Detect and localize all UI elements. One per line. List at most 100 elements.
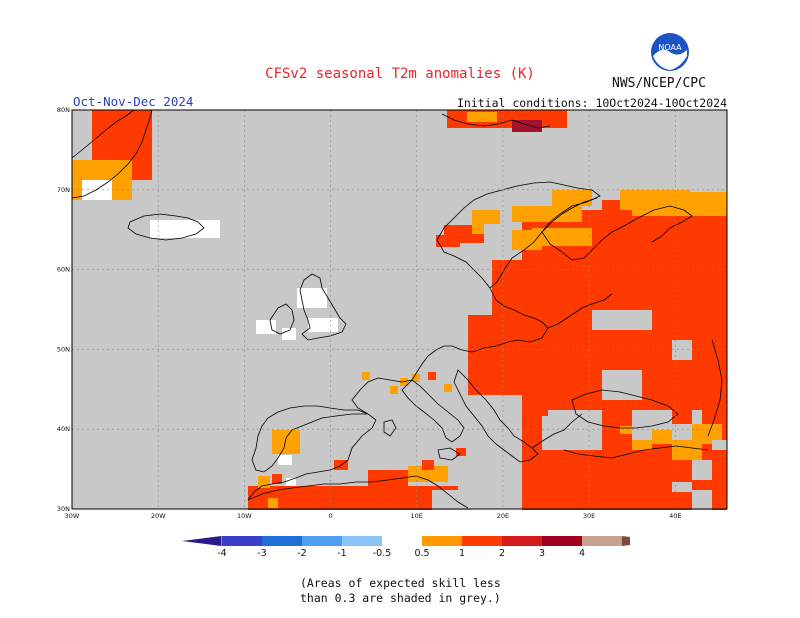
anomaly-cell <box>362 372 370 380</box>
skill-note-line1: (Areas of expected skill less <box>300 576 501 590</box>
colorbar-label: 2 <box>499 548 505 559</box>
colorbar-segment <box>342 536 382 546</box>
colorbar-label: -0.5 <box>373 548 392 559</box>
lat-label: 70N <box>57 186 70 194</box>
colorbar-label: -4 <box>217 548 226 559</box>
lon-label: 10E <box>411 512 423 520</box>
colorbar-labels: -4 -3 -2 -1 -0.5 0.5 1 2 3 4 <box>217 548 585 559</box>
colorbar-segment <box>302 536 342 546</box>
anomaly-cells <box>72 110 727 510</box>
anomaly-cell <box>492 300 532 320</box>
anomaly-cell <box>620 426 632 434</box>
colorbar-segment <box>462 536 502 546</box>
anomaly-cell <box>390 386 398 394</box>
anomaly-cell <box>444 384 452 392</box>
anomaly-cell <box>672 482 692 492</box>
anomaly-cell <box>256 320 276 334</box>
anomaly-cell <box>650 470 670 490</box>
lat-label: 60N <box>57 266 70 274</box>
anomaly-cell <box>592 310 652 330</box>
lon-label: 30E <box>583 512 595 520</box>
skill-note: (Areas of expected skill less than 0.3 a… <box>300 576 590 606</box>
anomaly-cell <box>412 374 420 382</box>
anomaly-cell <box>467 112 497 122</box>
season-label: Oct-Nov-Dec 2024 <box>73 94 194 109</box>
anomaly-cell <box>538 406 548 416</box>
latitude-labels: 80N 70N 60N 50N 40N 30N <box>57 106 70 513</box>
lat-label: 30N <box>57 505 70 513</box>
anomaly-cell <box>408 466 448 482</box>
lat-label: 80N <box>57 106 70 114</box>
colorbar-label: -2 <box>297 548 306 559</box>
anomaly-cell <box>692 460 712 480</box>
lon-label: 10W <box>237 512 252 520</box>
anomaly-cell <box>258 476 270 488</box>
anomaly-cell <box>692 424 722 444</box>
colorbar: -4 -3 -2 -1 -0.5 0.5 1 2 3 4 <box>182 536 630 559</box>
colorbar-low-arrow <box>182 536 222 546</box>
anomaly-map: 80N 70N 60N 50N 40N 30N 30W 20W 10W 0 10E 20E 30E 40… <box>57 106 728 520</box>
anomaly-cell <box>422 460 434 470</box>
colorbar-label: 1 <box>459 548 465 559</box>
anomaly-cell <box>268 498 278 508</box>
anomaly-cell <box>112 110 132 140</box>
colorbar-high-arrow <box>622 536 630 546</box>
anomaly-cell <box>632 440 652 450</box>
anomaly-cell <box>632 192 727 216</box>
colorbar-segment <box>502 536 542 546</box>
anomaly-cell <box>602 370 642 400</box>
anomaly-cell <box>432 490 472 510</box>
map-gridlines <box>72 110 727 509</box>
lon-label: 0 <box>328 512 332 520</box>
anomaly-cell <box>447 110 567 128</box>
anomaly-cell <box>486 355 516 375</box>
anomaly-cell <box>712 440 727 450</box>
anomaly-cell <box>428 372 436 380</box>
colorbar-label: 4 <box>579 548 585 559</box>
anomaly-cell <box>472 224 484 234</box>
lon-label: 40E <box>669 512 681 520</box>
anomaly-cell <box>692 490 712 510</box>
anomaly-cell <box>436 235 460 247</box>
colorbar-segment <box>382 536 422 546</box>
anomaly-cell <box>492 260 522 300</box>
colorbar-label: 0.5 <box>414 548 429 559</box>
noaa-logo: NOAA <box>650 32 690 72</box>
anomaly-cell <box>308 318 338 332</box>
anomaly-cell <box>248 486 458 510</box>
anomaly-cell <box>272 430 300 454</box>
colorbar-segment <box>542 536 582 546</box>
colorbar-label: 3 <box>539 548 545 559</box>
anomaly-cell <box>652 430 672 444</box>
colorbar-segment <box>582 536 622 546</box>
anomaly-cell <box>482 380 512 390</box>
agency-label: NWS/NCEP/CPC <box>612 76 706 91</box>
anomaly-cell <box>278 455 292 465</box>
noaa-logo-text: NOAA <box>658 43 682 52</box>
anomaly-cell <box>150 220 220 238</box>
initial-conditions-label: Initial conditions: 10Oct2024-10Oct2024 <box>456 96 727 110</box>
lon-label: 20E <box>497 512 509 520</box>
colorbar-segments <box>182 536 630 546</box>
lon-label: 20W <box>151 512 166 520</box>
coastlines <box>71 109 723 509</box>
lat-label: 40N <box>57 425 70 433</box>
colorbar-segment <box>262 536 302 546</box>
map-frame <box>71 109 728 510</box>
anomaly-cell <box>532 228 592 246</box>
colorbar-segment <box>222 536 262 546</box>
lat-label: 50N <box>57 345 70 353</box>
anomaly-cell <box>672 340 692 360</box>
anomaly-cell <box>456 448 466 456</box>
anomaly-cell <box>472 210 500 224</box>
longitude-labels: 30W 20W 10W 0 10E 20E 30E 40E <box>65 512 682 520</box>
anomaly-cell <box>297 288 327 308</box>
skill-note-line2: than 0.3 are shaded in grey.) <box>300 591 501 605</box>
colorbar-segment <box>422 536 462 546</box>
anomaly-cell <box>272 474 282 484</box>
anomaly-cell <box>542 410 602 450</box>
anomaly-cell <box>282 328 296 340</box>
chart-title: CFSv2 seasonal T2m anomalies (K) <box>265 66 535 82</box>
anomaly-cell <box>512 206 582 222</box>
anomaly-cell <box>286 478 296 486</box>
